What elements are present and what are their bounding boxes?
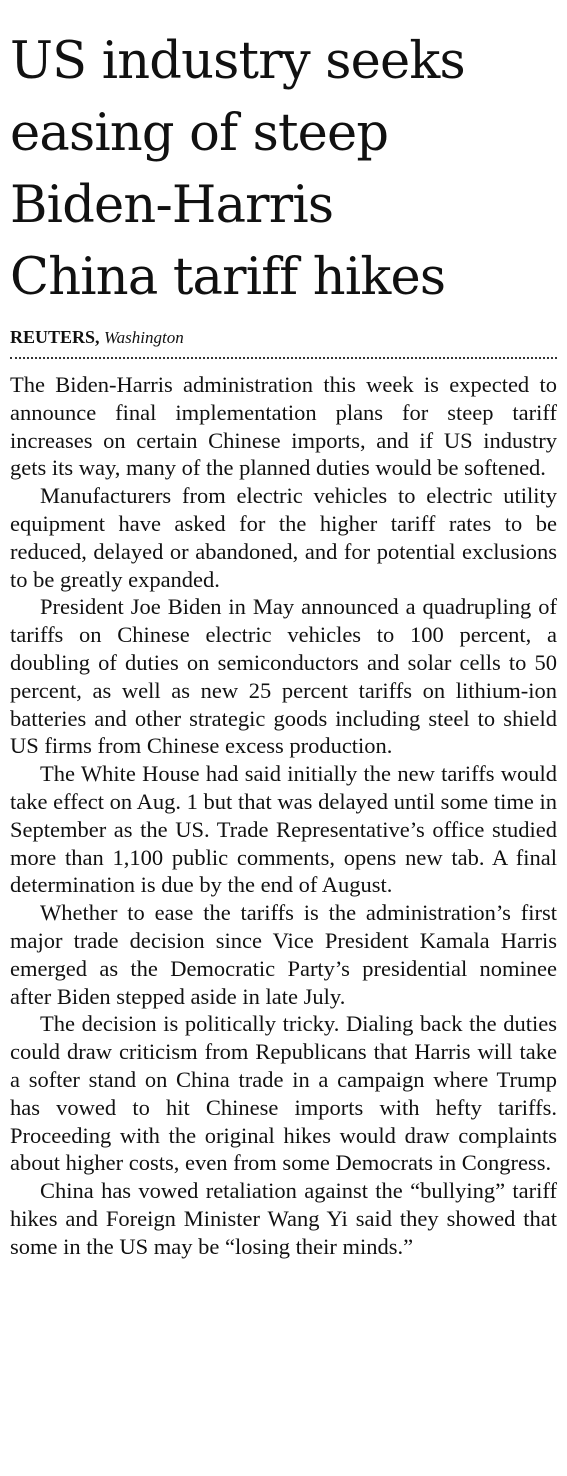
- paragraph-3: President Joe Biden in May announced a q…: [10, 594, 557, 759]
- paragraph-5: Whether to ease the tariffs is the admin…: [10, 900, 557, 1009]
- headline: US industry seeks easing of steep Biden-…: [10, 32, 466, 307]
- paragraph-1: The Biden-Harris administration this wee…: [10, 372, 557, 481]
- byline-location: Washington: [104, 328, 184, 347]
- article-body: The Biden-Harris administration this wee…: [10, 371, 557, 1261]
- paragraph-2: Manufacturers from electric vehicles to …: [10, 483, 557, 592]
- paragraph-6: The decision is politically tricky. Dial…: [10, 1011, 557, 1176]
- paragraph-4: The White House had said initially the n…: [10, 761, 557, 898]
- dotted-divider: [10, 357, 557, 359]
- byline: REUTERS, Washington: [10, 326, 557, 349]
- paragraph-7: China has vowed retaliation against the …: [10, 1178, 557, 1259]
- byline-agency: REUTERS,: [10, 327, 100, 347]
